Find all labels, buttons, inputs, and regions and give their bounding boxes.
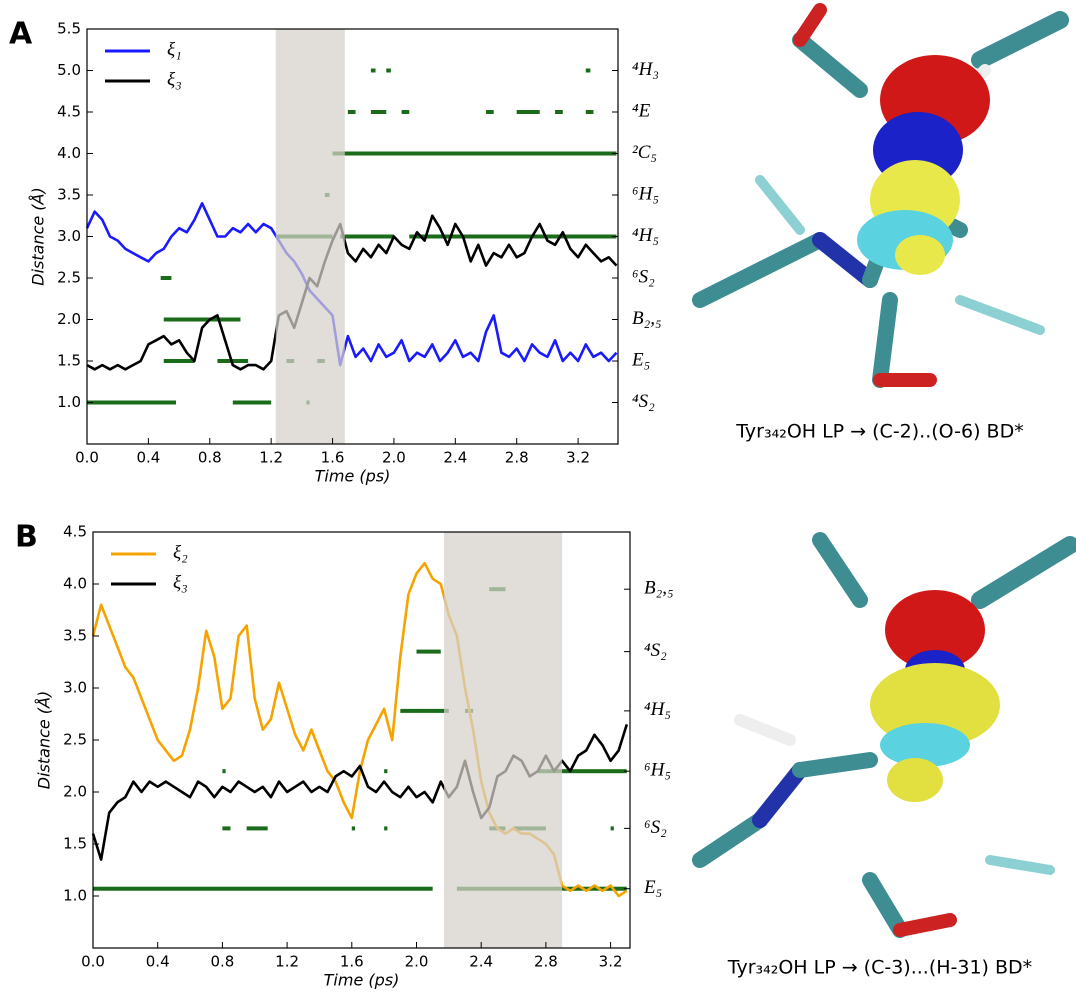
y2-tick-label: ⁴S₂ — [632, 391, 655, 412]
conformer-strip — [348, 110, 356, 114]
x-tick-label: 0.8 — [210, 953, 234, 971]
y-tick-label: 1.0 — [63, 887, 87, 905]
y-tick-label: 5.0 — [57, 61, 81, 79]
conformer-strip — [400, 709, 449, 713]
y-tick-label: 3.0 — [63, 679, 87, 697]
x-tick-label: 0.8 — [198, 449, 222, 467]
conformer-strip — [386, 69, 391, 73]
x-tick-label: 1.2 — [259, 449, 283, 467]
y2-tick-label: ⁴S₂ — [644, 640, 667, 661]
conformer-strip — [371, 69, 376, 73]
x-tick-label: 1.6 — [321, 449, 345, 467]
transition-shade — [444, 532, 562, 948]
panel-label: B — [15, 520, 38, 555]
x-tick-label: 2.8 — [505, 449, 529, 467]
x-tick-label: 0.4 — [146, 953, 170, 971]
y-tick-label: 2.0 — [57, 310, 81, 328]
conformer-strip — [416, 650, 440, 654]
x-tick-label: 2.8 — [534, 953, 558, 971]
conformer-strip — [402, 110, 410, 114]
y2-tick-label: ⁶H₅ — [632, 183, 659, 204]
legend-label: ξ₃ — [173, 572, 188, 593]
x-tick-label: 2.0 — [382, 449, 406, 467]
caption: Tyr₃₄₂OH LP → (C-2)..(O-6) BD* — [735, 421, 1023, 443]
y-tick-label: 3.5 — [63, 627, 87, 645]
x-tick-label: 0.4 — [136, 449, 160, 467]
x-tick-label: 3.2 — [566, 449, 590, 467]
y2-tick-label: ⁴H₃ — [632, 59, 659, 80]
conformer-strip — [164, 359, 195, 363]
x-tick-label: 2.4 — [443, 449, 467, 467]
y2-tick-label: E₅ — [631, 349, 650, 370]
y-tick-label: 1.0 — [57, 393, 81, 411]
y-axis-title: Distance (Å) — [29, 187, 48, 285]
y2-tick-label: ⁶H₅ — [644, 760, 671, 781]
y-tick-label: 3.5 — [57, 186, 81, 204]
conformer-strip — [233, 401, 271, 405]
conformer-strip — [586, 69, 591, 73]
molecule-a — [700, 10, 1060, 380]
y-tick-label: 4.0 — [63, 575, 87, 593]
conformer-strip — [161, 276, 172, 280]
plot: B 1.0 1.5 2.0 2.5 3.0 3.5 4.0 4.5 0.0 0.4 0.8 1.2 1.6… — [15, 520, 1032, 990]
conformer-strip — [486, 110, 494, 114]
y-tick-label: 2.5 — [63, 731, 87, 749]
y-tick-label: 2.5 — [57, 269, 81, 287]
conformer-strip — [384, 769, 387, 773]
conformer-strip — [333, 152, 617, 156]
conformer-strip — [371, 110, 386, 114]
legend-label: ξ₃ — [167, 69, 182, 90]
y-tick-label: 3.0 — [57, 227, 81, 245]
y2-tick-label: ²C₅ — [632, 142, 657, 163]
transition-shade — [276, 29, 345, 444]
y2-tick-label: ⁶S₂ — [632, 266, 655, 287]
y-tick-label: 5.5 — [57, 20, 81, 38]
molecule-b — [700, 540, 1070, 930]
panel-label: A — [9, 17, 33, 52]
conformer-strip — [352, 826, 355, 830]
x-tick-label: 0.0 — [75, 449, 99, 467]
conformer-strip — [93, 887, 433, 891]
y-tick-label: 1.5 — [63, 835, 87, 853]
conformer-strip — [87, 401, 176, 405]
conformer-strip — [164, 318, 241, 322]
x-tick-label: 0.0 — [81, 953, 105, 971]
conformer-strip — [222, 769, 225, 773]
x-tick-label: 3.2 — [599, 953, 623, 971]
caption: Tyr₃₄₂OH LP → (C-3)...(H-31) BD* — [727, 957, 1032, 979]
legend-label: ξ₁ — [167, 39, 182, 60]
conformer-strip — [222, 826, 230, 830]
y2-tick-label: B₂,₅ — [644, 578, 674, 599]
conformer-strip — [409, 235, 616, 239]
y2-tick-label: E₅ — [643, 877, 662, 898]
y-tick-label: 1.5 — [57, 352, 81, 370]
conformer-strip — [384, 826, 387, 830]
y2-tick-label: ⁴H₅ — [644, 699, 671, 720]
conformer-strip — [247, 826, 268, 830]
x-axis-title: Time (ps) — [324, 971, 400, 990]
y-tick-label: 4.5 — [57, 103, 81, 121]
x-tick-label: 1.2 — [275, 953, 299, 971]
x-tick-label: 2.4 — [469, 953, 493, 971]
legend-label: ξ₂ — [173, 542, 188, 563]
x-axis-title: Time (ps) — [315, 467, 391, 486]
y2-tick-label: ⁴E — [632, 100, 651, 121]
conformer-strip — [517, 110, 540, 114]
x-tick-label: 2.0 — [405, 953, 429, 971]
y2-tick-label: B₂,₅ — [632, 308, 662, 329]
conformer-strip — [611, 826, 614, 830]
conformer-strip — [555, 110, 563, 114]
figure: A 1.0 1.5 2.0 2.5 3.0 3.5 4.0 4.5 5.0 5.5 0.0 0.4 0.8… — [0, 0, 1076, 1000]
y-tick-label: 4.5 — [63, 523, 87, 541]
x-tick-label: 1.6 — [340, 953, 364, 971]
conformer-strip — [586, 110, 594, 114]
y2-tick-label: ⁴H₅ — [632, 225, 659, 246]
y-axis-title: Distance (Å) — [35, 691, 54, 789]
y2-tick-label: ⁶S₂ — [644, 817, 667, 838]
y-tick-label: 2.0 — [63, 783, 87, 801]
y-tick-label: 4.0 — [57, 144, 81, 162]
conformer-strip — [340, 235, 394, 239]
